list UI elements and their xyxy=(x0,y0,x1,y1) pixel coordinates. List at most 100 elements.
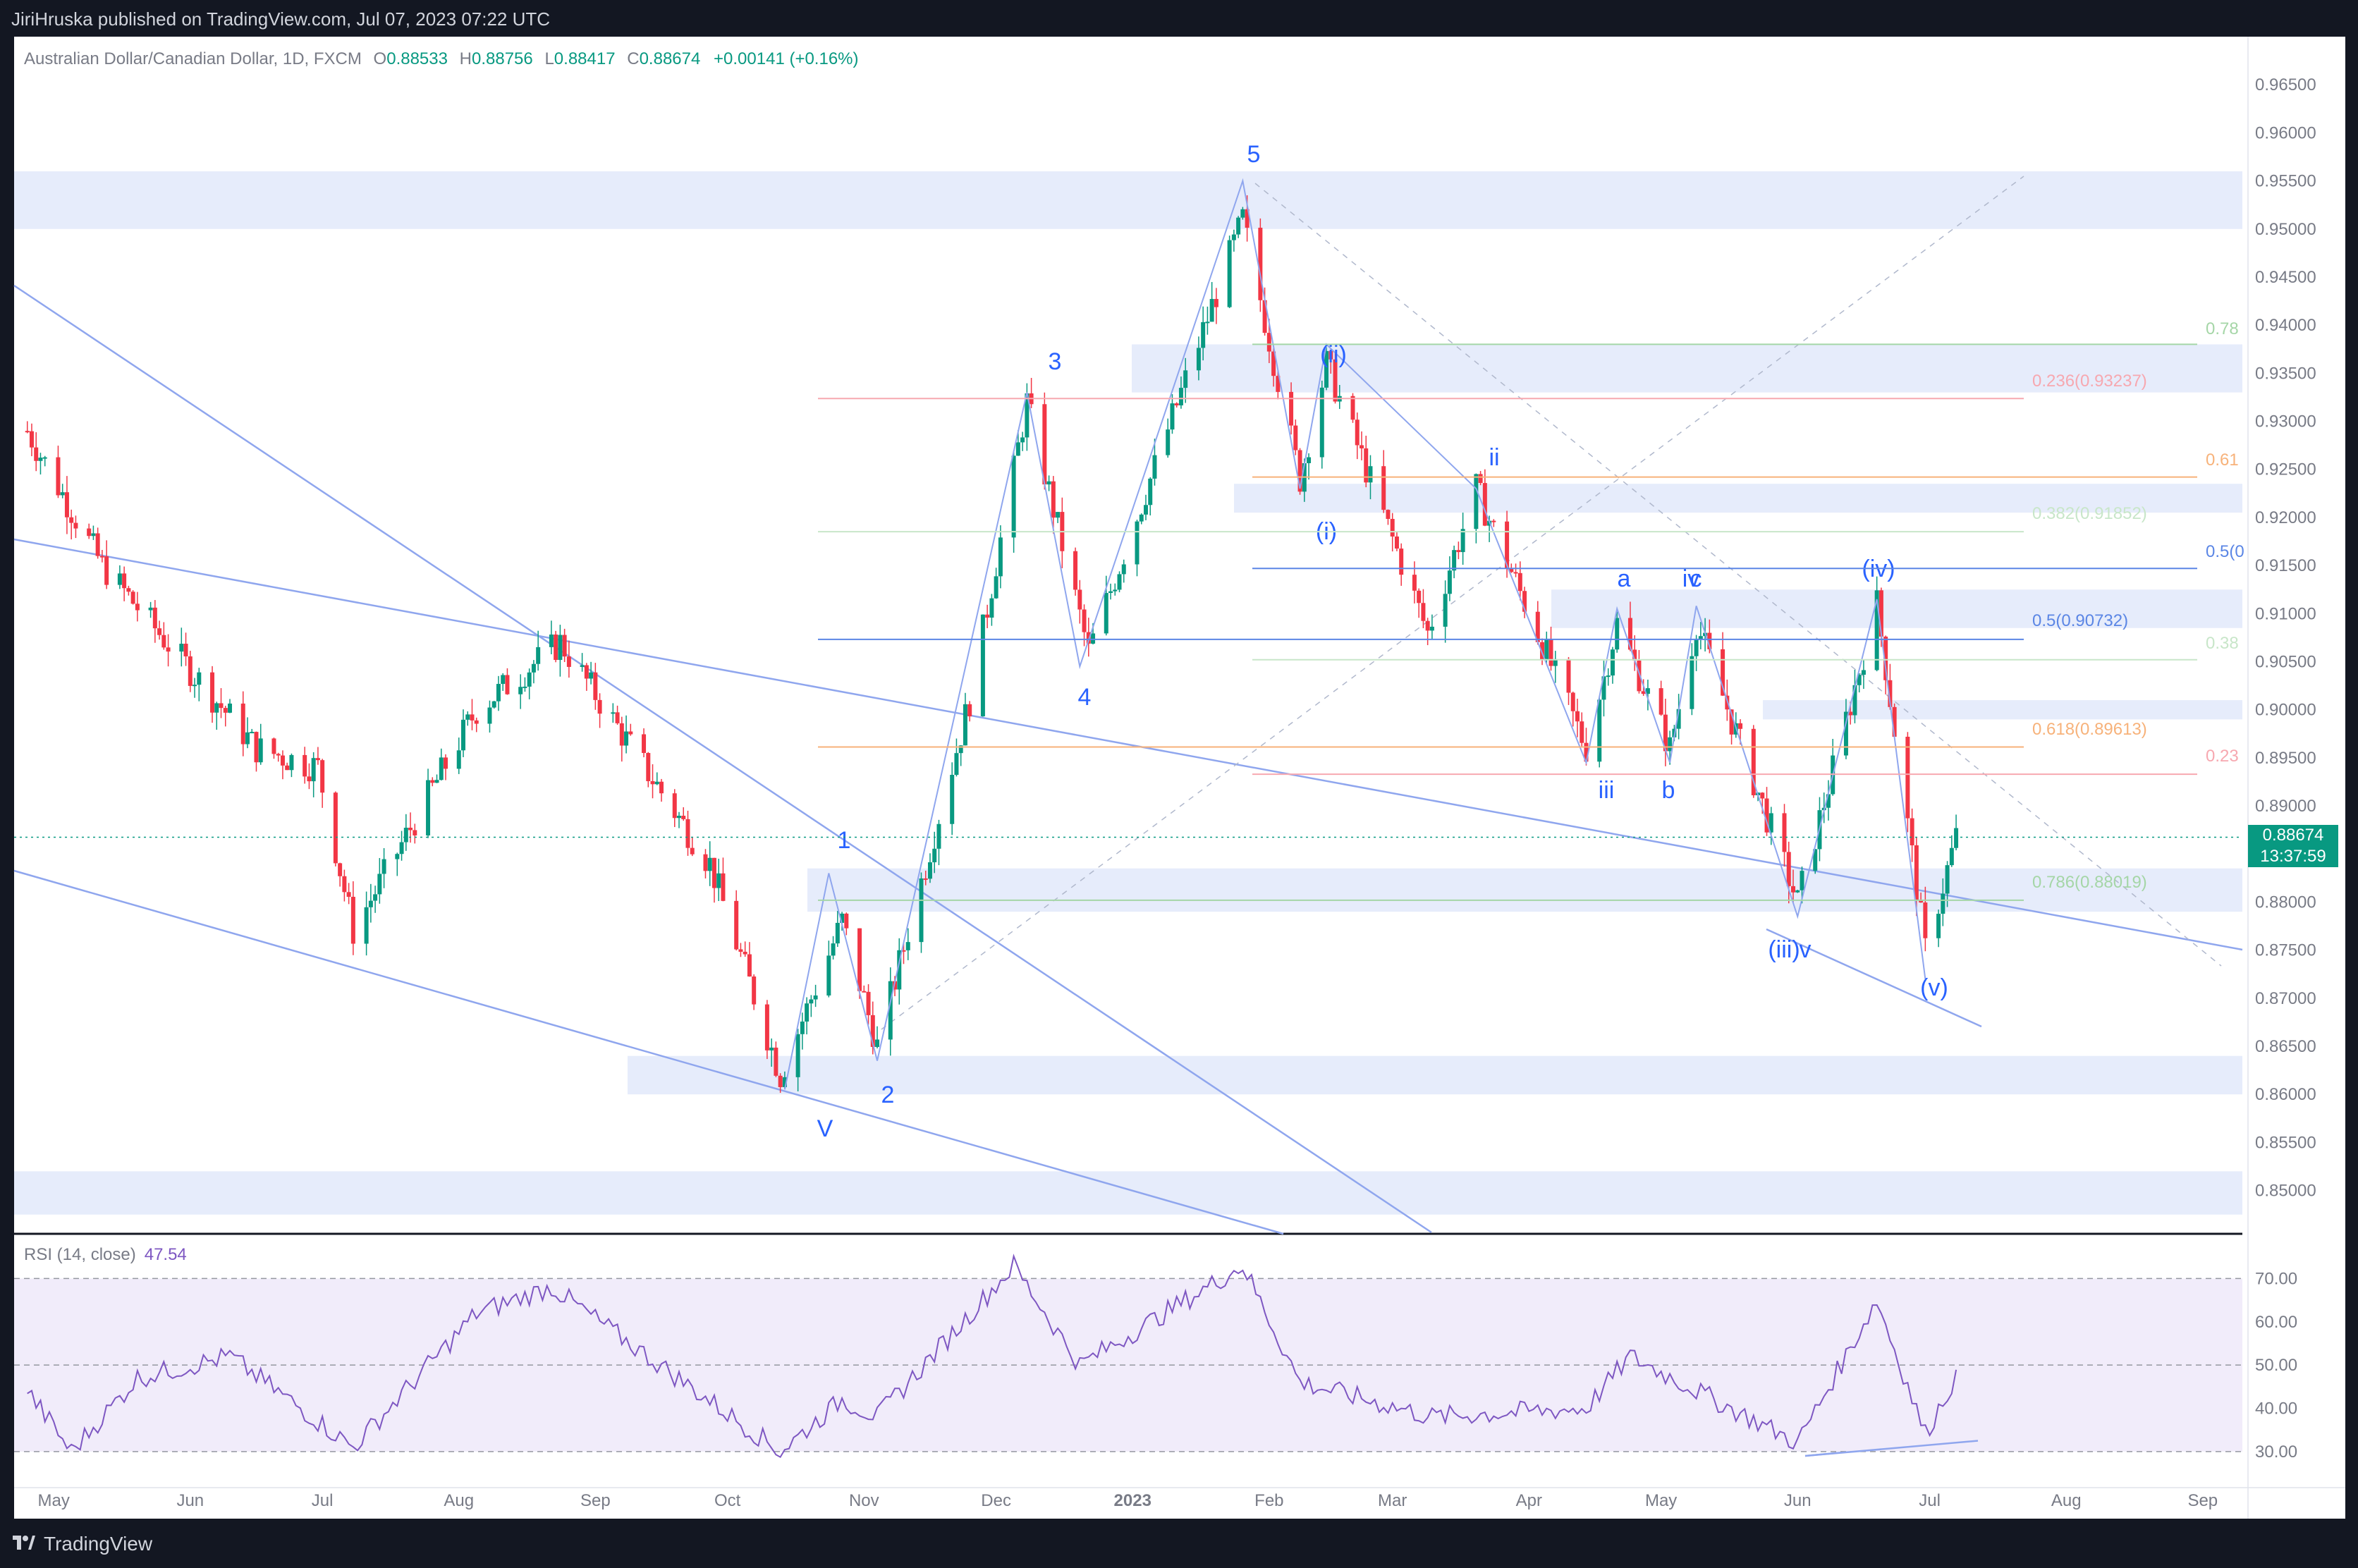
candle-body xyxy=(1954,828,1959,848)
candle-body xyxy=(38,458,43,461)
candle-body xyxy=(42,457,47,459)
candle-body xyxy=(800,1021,805,1034)
price-axis-tick: 0.96500 xyxy=(2255,75,2316,94)
candle-body xyxy=(1020,437,1025,443)
candle-body xyxy=(117,573,122,585)
candle-body xyxy=(875,1039,880,1047)
price-axis-tick: 0.87000 xyxy=(2255,989,2316,1008)
candle-body xyxy=(1637,660,1642,692)
time-axis-label: Jun xyxy=(1784,1491,1812,1510)
candle-body xyxy=(857,928,862,991)
candle-body xyxy=(1707,632,1712,649)
candle-body xyxy=(188,656,193,686)
high-value: 0.88756 xyxy=(472,49,533,68)
footer: TradingView xyxy=(0,1519,2358,1568)
candle-body xyxy=(672,793,677,819)
candle-body xyxy=(1482,483,1487,526)
candle-body xyxy=(1923,902,1928,938)
candle-body xyxy=(919,878,924,943)
candle-body xyxy=(1721,649,1725,696)
candle-body xyxy=(315,758,320,761)
fib-dashed-line xyxy=(1254,183,2222,967)
candle-body xyxy=(1641,691,1646,694)
price-axis-tick: 0.90500 xyxy=(2255,653,2316,672)
candle-body xyxy=(1544,639,1549,661)
candle-body xyxy=(809,999,814,1004)
time-axis-label: Apr xyxy=(1516,1491,1542,1510)
supply-demand-zone xyxy=(1234,484,2242,513)
candle-body xyxy=(303,754,307,777)
candle-body xyxy=(152,607,157,629)
candle-body xyxy=(1056,512,1061,518)
candle-body xyxy=(1447,570,1452,594)
candle-body xyxy=(1663,714,1668,752)
candle-body xyxy=(364,907,369,944)
candle-body xyxy=(1262,300,1267,333)
candle-body xyxy=(1474,474,1479,529)
candle-body xyxy=(1143,505,1148,515)
candle-body xyxy=(1399,549,1404,575)
time-axis-label: Feb xyxy=(1254,1491,1283,1510)
candle-body xyxy=(752,976,757,1005)
candle-body xyxy=(1025,393,1030,438)
candle-body xyxy=(1606,675,1611,678)
candle-body xyxy=(1553,659,1558,666)
candle-body xyxy=(1843,711,1848,756)
candle-body xyxy=(258,738,263,763)
candle-body xyxy=(1015,442,1020,456)
candle-body xyxy=(589,672,594,679)
candle-body xyxy=(501,675,506,685)
candle-body xyxy=(866,991,871,1015)
candle-body xyxy=(1522,591,1527,612)
candle-body xyxy=(963,704,967,746)
candle-body xyxy=(769,1047,774,1051)
candle-body xyxy=(130,592,135,604)
candle-body xyxy=(1421,603,1426,621)
candle-body xyxy=(1764,798,1769,833)
fib-level-label: 0.786(0.88019) xyxy=(2032,873,2147,892)
candle-body xyxy=(338,863,343,876)
last-price: 0.88674 xyxy=(2262,826,2324,845)
candle-body xyxy=(897,950,902,990)
wave-label: iv xyxy=(1682,565,1700,592)
candle-body xyxy=(1509,568,1514,572)
candle-body xyxy=(1949,847,1954,866)
candle-body xyxy=(1751,728,1756,795)
fib-level-label: 0.236(0.93237) xyxy=(2032,372,2147,391)
candle-body xyxy=(210,672,215,713)
candle-body xyxy=(584,665,589,679)
candle-body xyxy=(1478,474,1483,484)
candle-body xyxy=(901,950,906,952)
candle-body xyxy=(381,859,386,874)
rsi-axis-tick: 40.00 xyxy=(2255,1399,2297,1419)
time-axis-label: Sep xyxy=(2187,1491,2218,1510)
candle-body xyxy=(721,873,726,901)
candle-body xyxy=(403,827,408,843)
candle-body xyxy=(1760,792,1765,799)
fib-level-label: 0.5(0 xyxy=(2206,542,2244,561)
fib-level-label: 0.618(0.89613) xyxy=(2032,720,2147,739)
candle-body xyxy=(99,556,104,558)
candle-body xyxy=(659,781,664,794)
time-axis-label: Sep xyxy=(580,1491,611,1510)
candle-body xyxy=(1460,529,1465,553)
close-label: C xyxy=(627,49,640,68)
candle-body xyxy=(716,873,721,888)
bar-countdown: 13:37:59 xyxy=(2260,847,2326,866)
candle-body xyxy=(1231,234,1236,240)
candle-body xyxy=(774,1047,778,1076)
candle-body xyxy=(1768,813,1773,833)
candle-body xyxy=(1196,348,1201,371)
candle-body xyxy=(1443,594,1448,627)
candle-body xyxy=(1945,865,1950,894)
candle-body xyxy=(1535,611,1540,642)
time-axis-label: May xyxy=(38,1491,70,1510)
candle-body xyxy=(1042,404,1047,485)
trendline xyxy=(13,869,1284,1235)
close-value: 0.88674 xyxy=(639,49,701,68)
candle-body xyxy=(426,780,431,835)
candle-body xyxy=(161,635,166,648)
candle-body xyxy=(1245,209,1250,228)
candle-body xyxy=(1324,350,1329,388)
